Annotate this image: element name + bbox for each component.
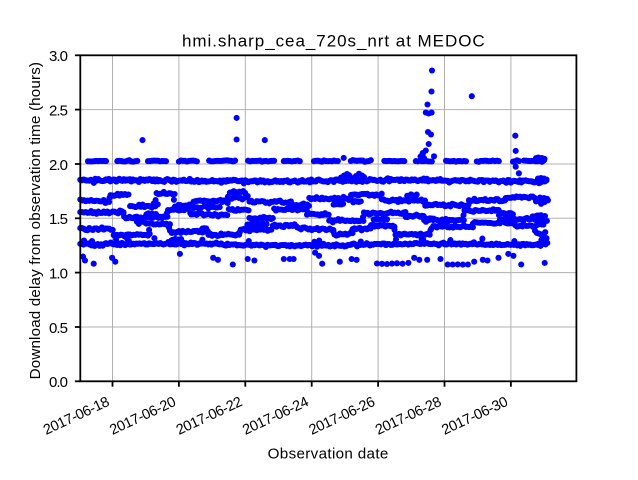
svg-text:0.5: 0.5 — [49, 320, 68, 337]
svg-text:3.0: 3.0 — [49, 48, 68, 65]
svg-text:2.5: 2.5 — [49, 103, 68, 120]
svg-text:2.0: 2.0 — [49, 157, 68, 174]
svg-text:hmi.sharp_cea_720s_nrt at MEDO: hmi.sharp_cea_720s_nrt at MEDOC — [182, 31, 485, 50]
svg-text:1.5: 1.5 — [49, 211, 68, 228]
svg-text:0.0: 0.0 — [49, 374, 68, 391]
svg-text:Download delay from observatio: Download delay from observation time (ho… — [27, 62, 44, 379]
svg-text:1.0: 1.0 — [49, 266, 68, 283]
svg-text:Observation date: Observation date — [268, 446, 389, 463]
